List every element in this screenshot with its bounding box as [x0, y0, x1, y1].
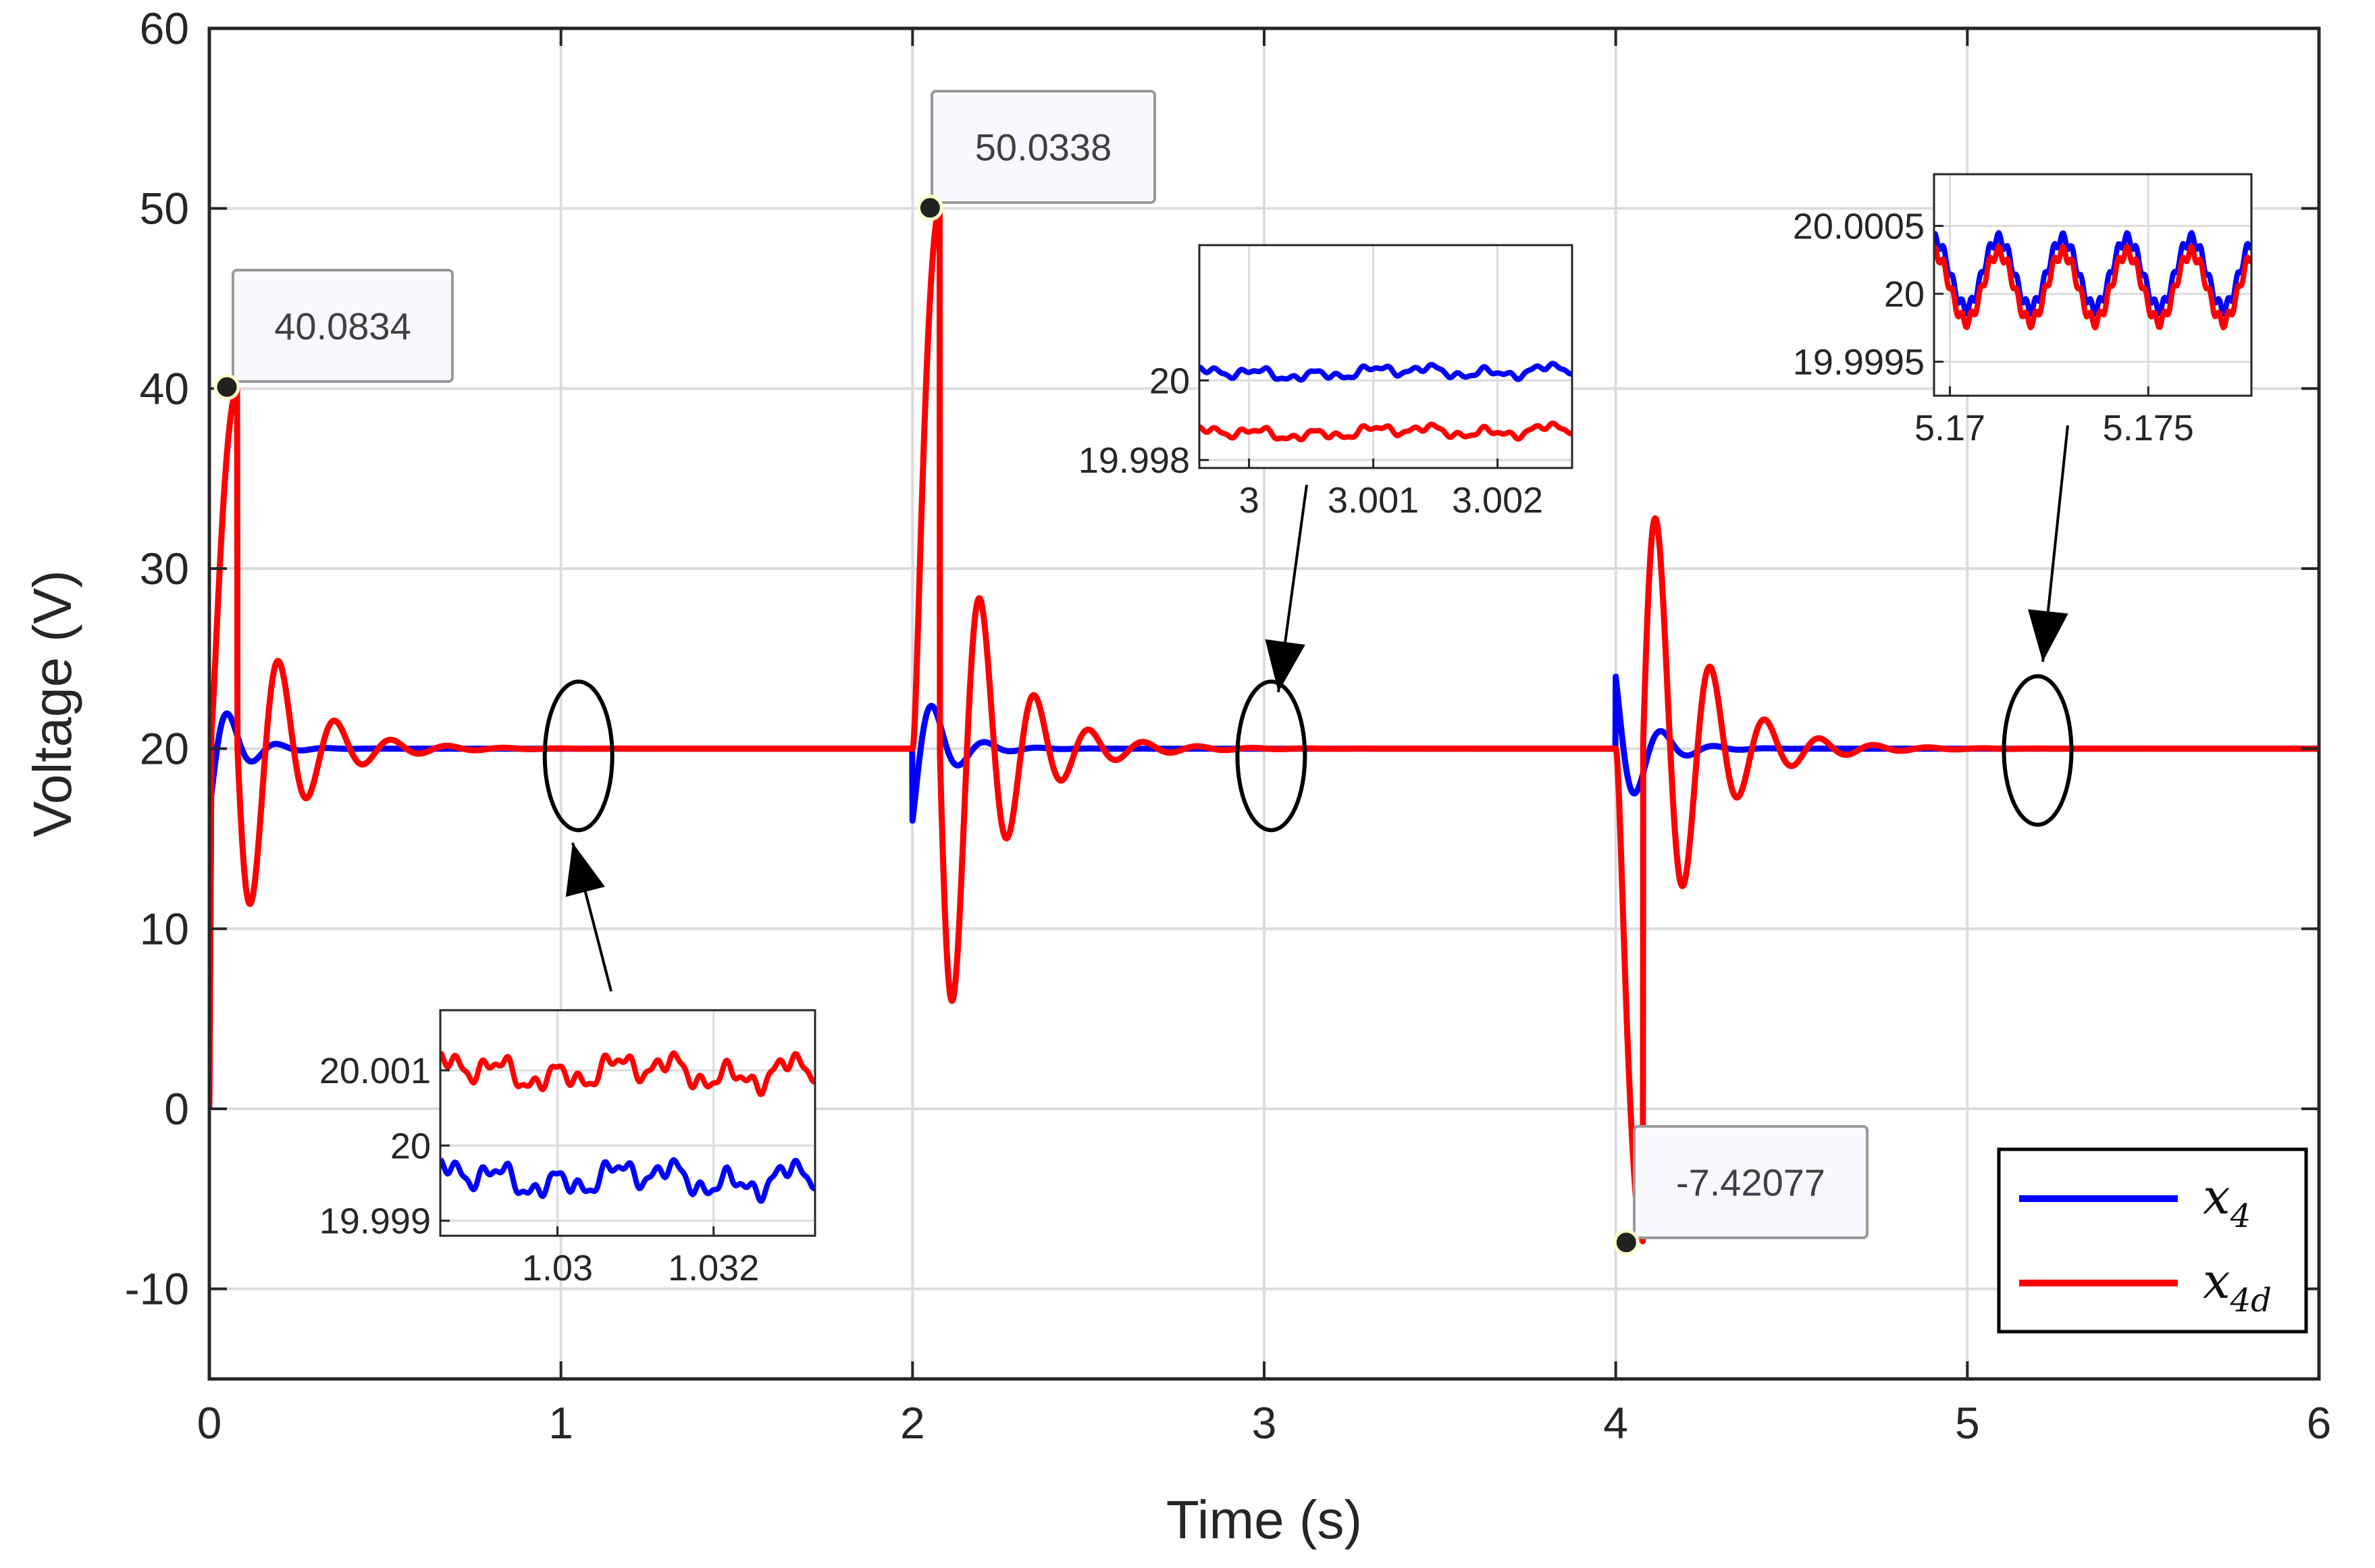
legend-label-x4d-base: x — [2203, 1253, 2230, 1309]
datatip-label: 50.0338 — [975, 126, 1112, 169]
inset-3000-series — [1199, 361, 1572, 443]
x-tick-label: 6 — [2307, 1398, 2332, 1448]
legend-label-x4: x4 — [2203, 1168, 2251, 1235]
x-tick-label: 5 — [1955, 1398, 1980, 1448]
x-tick-label: 1 — [548, 1398, 573, 1448]
datatip-2: 50.0338 — [916, 90, 1156, 221]
inset-1030-background — [440, 1010, 815, 1236]
datatip-box — [1633, 1125, 1869, 1239]
datatip-1: 40.0834 — [213, 269, 454, 400]
x-tick-label: 0 — [197, 1398, 222, 1448]
inset-1030-line-x4 — [440, 1157, 815, 1204]
y-tick-label: 60 — [140, 3, 189, 53]
inset-1030-series — [440, 1050, 815, 1204]
y-tick-label: 40 — [140, 363, 189, 413]
main-ticks: 0 1 2 3 4 5 6 -10 0 10 20 30 40 50 60 — [125, 3, 2332, 1448]
inset-plots: 1.03 1.032 19.999 20 20.001 3 3.001 3.002 19.998… — [319, 173, 2253, 1288]
series-line-x4d — [209, 206, 2319, 1245]
inset-1030-x-tick-label: 1.032 — [668, 1248, 759, 1288]
inset-5170-y-tick-label: 20 — [1884, 274, 1925, 315]
inset-5170-x-tick-label: 5.17 — [1914, 408, 1985, 448]
datatip-marker — [916, 194, 943, 221]
inset-3000: 3 3.001 3.002 19.998 20 — [1078, 244, 1573, 521]
y-tick-label: 0 — [164, 1084, 189, 1134]
datatip-box — [931, 90, 1156, 204]
zoom-ellipse-3 — [2002, 674, 2074, 827]
inset-5170: 5.17 5.175 19.9995 20 20.0005 — [1793, 173, 2253, 448]
zoom-arrow-2-head — [1265, 639, 1305, 692]
inset-5170-y-tick-label: 20.0005 — [1793, 206, 1925, 246]
zoom-arrow-3-head — [2028, 609, 2068, 662]
inset-5170-frame — [1933, 173, 2253, 397]
zoom-arrow-1-head — [565, 843, 605, 897]
datatips: 40.0834 50.0338 -7.42077 — [213, 90, 1869, 1256]
legend: x4 x4d — [1997, 1147, 2308, 1334]
legend-label-x4d-sub: 4d — [2230, 1282, 2272, 1319]
zoom-annotations — [542, 425, 2074, 992]
datatip-3: -7.42077 — [1613, 1125, 1869, 1256]
x-tick-label: 4 — [1603, 1398, 1628, 1448]
inset-3000-y-tick-label: 20 — [1149, 361, 1190, 401]
inset-1030-frame — [439, 1009, 816, 1237]
inset-1030-y-tick-label: 20.001 — [319, 1051, 431, 1091]
inset-3000-x-tick-label: 3 — [1239, 480, 1259, 521]
inset-3000-x-tick-label: 3.002 — [1452, 480, 1543, 521]
inset-1030-y-tick-label: 20 — [390, 1126, 431, 1166]
datatip-label: 40.0834 — [274, 305, 411, 348]
inset-5170-series — [1934, 230, 2251, 331]
datatip-marker — [1613, 1229, 1640, 1256]
inset-5170-x-tick-label: 5.175 — [2103, 408, 2194, 448]
y-tick-label: 30 — [140, 544, 189, 594]
legend-label-x4d: x4d — [2203, 1253, 2272, 1319]
inset-3000-line-x4d — [1199, 420, 1572, 443]
inset-3000-line-x4 — [1199, 361, 1572, 383]
inset-1030: 1.03 1.032 19.999 20 20.001 — [319, 1009, 816, 1288]
inset-1030-x-tick-label: 1.03 — [522, 1248, 593, 1288]
legend-label-x4-base: x — [2203, 1168, 2230, 1225]
x-tick-label: 2 — [900, 1398, 925, 1448]
y-tick-label: -10 — [125, 1264, 189, 1314]
x-tick-label: 3 — [1252, 1398, 1277, 1448]
inset-3000-x-tick-label: 3.001 — [1328, 480, 1419, 521]
datatip-label: -7.42077 — [1676, 1161, 1825, 1204]
inset-1030-y-tick-label: 19.999 — [319, 1201, 431, 1242]
inset-5170-y-tick-label: 19.9995 — [1793, 342, 1925, 383]
y-tick-label: 20 — [140, 724, 189, 774]
inset-1030-line-x4d — [440, 1050, 815, 1097]
y-axis-label: Voltage (V) — [22, 570, 82, 837]
main-series-group — [209, 206, 2319, 1245]
legend-box — [1997, 1147, 2308, 1334]
inset-3000-y-tick-label: 19.998 — [1078, 440, 1190, 481]
y-tick-label: 10 — [140, 904, 189, 953]
datatip-box — [232, 269, 454, 383]
legend-label-x4-sub: 4 — [2230, 1197, 2251, 1235]
zoom-ellipse-2 — [1235, 679, 1307, 833]
inset-3000-frame — [1198, 244, 1573, 469]
zoom-ellipse-1 — [542, 679, 615, 833]
datatip-marker — [213, 373, 240, 400]
y-tick-label: 50 — [140, 184, 189, 234]
inset-5170-line-x4d — [1934, 243, 2251, 331]
x-axis-label: Time (s) — [1166, 1490, 1362, 1550]
